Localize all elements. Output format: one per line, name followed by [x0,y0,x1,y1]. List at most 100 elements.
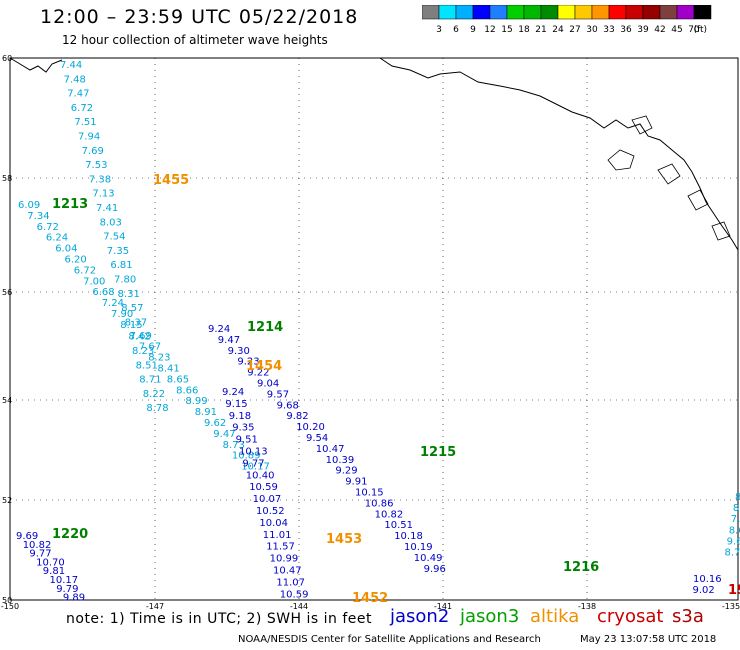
wave-height-value: 7.00 [83,276,105,287]
lat-label: 54 [2,396,12,405]
wave-height-value: 10.82 [375,509,404,520]
wave-height-value: 6.81 [110,260,132,271]
wave-height-value: 8.42 [128,332,150,343]
lat-label: 56 [2,288,12,297]
wave-height-value: 9.57 [267,389,289,400]
wave-height-value: 10.86 [365,498,394,509]
wave-height-value: 9.89 [63,593,85,604]
wave-height-value: 8.62 [729,525,740,536]
wave-height-value: 10.47 [316,444,345,455]
wave-height-value: 6.72 [37,222,59,233]
wave-height-value: 10.18 [394,531,423,542]
lat-label: 58 [2,174,12,183]
wave-height-value: 7.80 [114,275,136,286]
lon-label: -144 [290,602,308,610]
wave-height-value: 10.39 [326,455,355,466]
wave-height-value: 6.72 [71,103,93,114]
wave-height-value: 8.51 [136,360,158,371]
wave-height-value: 6.04 [55,244,77,255]
wave-height-value: 7.90 [111,309,133,320]
colorbar-label: 42 [654,25,665,35]
island-outline [607,149,635,171]
island-outline [687,189,709,211]
colorbar-label: 21 [535,25,546,35]
wave-height-value: 8.31 [118,289,140,300]
wave-height-value: 9.22 [247,368,269,379]
wave-height-value: 9.91 [345,477,367,488]
wave-height-value: 6.09 [18,200,40,211]
lon-label: -147 [146,602,164,610]
page-subtitle: 12 hour collection of altimeter wave hei… [62,33,328,47]
wave-height-value: 8.78 [146,403,168,414]
wave-height-value: 7.47 [67,89,89,100]
color-scale-bar: 3 6 9 12 15 18 21 24 27 30 33 36 39 42 45 70(ft) [422,5,712,35]
wave-height-value: 10.17 [50,575,79,586]
wave-height-value: 9.35 [232,423,254,434]
colorbar-label: 36 [620,25,632,35]
wave-height-value: 6.68 [92,287,114,298]
wave-height-map: 60 58 56 54 52 50-150 -147 -144 -141 -138 -135 7.44… [1,54,740,610]
wave-height-value: 7.67 [139,342,161,353]
wave-height-value: 8.66 [176,385,198,396]
wave-height-value: 8.77 [725,548,740,559]
pass-time-label: 1453 [326,532,362,547]
island-outline [657,163,681,185]
lat-label: 60 [2,54,12,63]
lon-label: -138 [578,602,596,610]
credit-line: NOAA/NESDIS Center for Satellite Applica… [238,634,541,645]
colorbar-label: 3 [436,25,442,35]
wave-height-value: 7.24 [102,298,124,309]
wave-height-value: 11.57 [266,542,295,553]
lon-label: -150 [1,602,19,610]
wave-height-value: 7.69 [130,331,152,342]
lat-label: 50 [2,596,12,605]
wave-height-value: 8.22 [143,389,165,400]
wave-height-value: 6.24 [46,233,68,244]
wave-height-value: 6.20 [65,255,87,266]
legend-cryosat: cryosat [597,606,664,627]
wave-height-value: 10.70 [36,557,65,568]
colorbar-label: 9 [470,25,476,35]
pass-time-label: 1213 [52,197,88,212]
colorbar-label: 18 [518,25,530,35]
island-outline [711,221,731,241]
island-outline [631,115,653,135]
colorbar-label: 70 [688,25,700,35]
wave-height-value: 7.13 [92,189,114,200]
legend-s3a: s3a [672,606,704,627]
legend-jason3: jason3 [460,606,520,627]
wave-height-value: 11.01 [263,530,292,541]
wave-height-value: 10.49 [414,553,443,564]
wave-height-value: 10.52 [256,506,285,517]
pass-time-label: 1214 [247,320,283,335]
colorbar-unit: (ft) [693,25,707,35]
wave-height-value: 10.47 [273,566,302,577]
wave-height-value: 6.72 [74,265,96,276]
colorbar-label: 33 [603,25,614,35]
wave-height-value: 8.2 [733,503,740,514]
wave-height-value: 9.77 [29,549,51,560]
colorbar-label: 27 [569,25,580,35]
wave-height-value: 8.71 [139,375,161,386]
color-swatch [693,5,712,20]
legend-jason2: jason2 [390,606,450,627]
wave-height-value: 10.17 [241,462,270,473]
wave-height-value: 8.91 [195,407,217,418]
wave-height-value: 9.47 [213,429,235,440]
wave-height-value: 7.94 [78,132,100,143]
wave-height-value: 8.65 [167,374,189,385]
wave-height-value: 8.03 [100,217,122,228]
pass-time-label: 1215 [420,445,456,460]
wave-height-value: 9.51 [236,435,258,446]
footnote: note: 1) Time is in UTC; 2) SWH is in fe… [66,611,373,627]
map-frame [9,57,739,601]
wave-height-value: 9.82 [286,411,308,422]
wave-height-value: 10.07 [253,494,282,505]
wave-height-value: 10.15 [355,488,384,499]
wave-height-value: 10.04 [259,518,288,529]
wave-height-value: 7.44 [60,60,82,71]
wave-height-value: 8.23 [148,353,170,364]
wave-height-value: 9.66 [727,536,740,547]
wave-height-value: 10.89 [232,451,261,462]
colorbar-label: 24 [552,25,564,35]
